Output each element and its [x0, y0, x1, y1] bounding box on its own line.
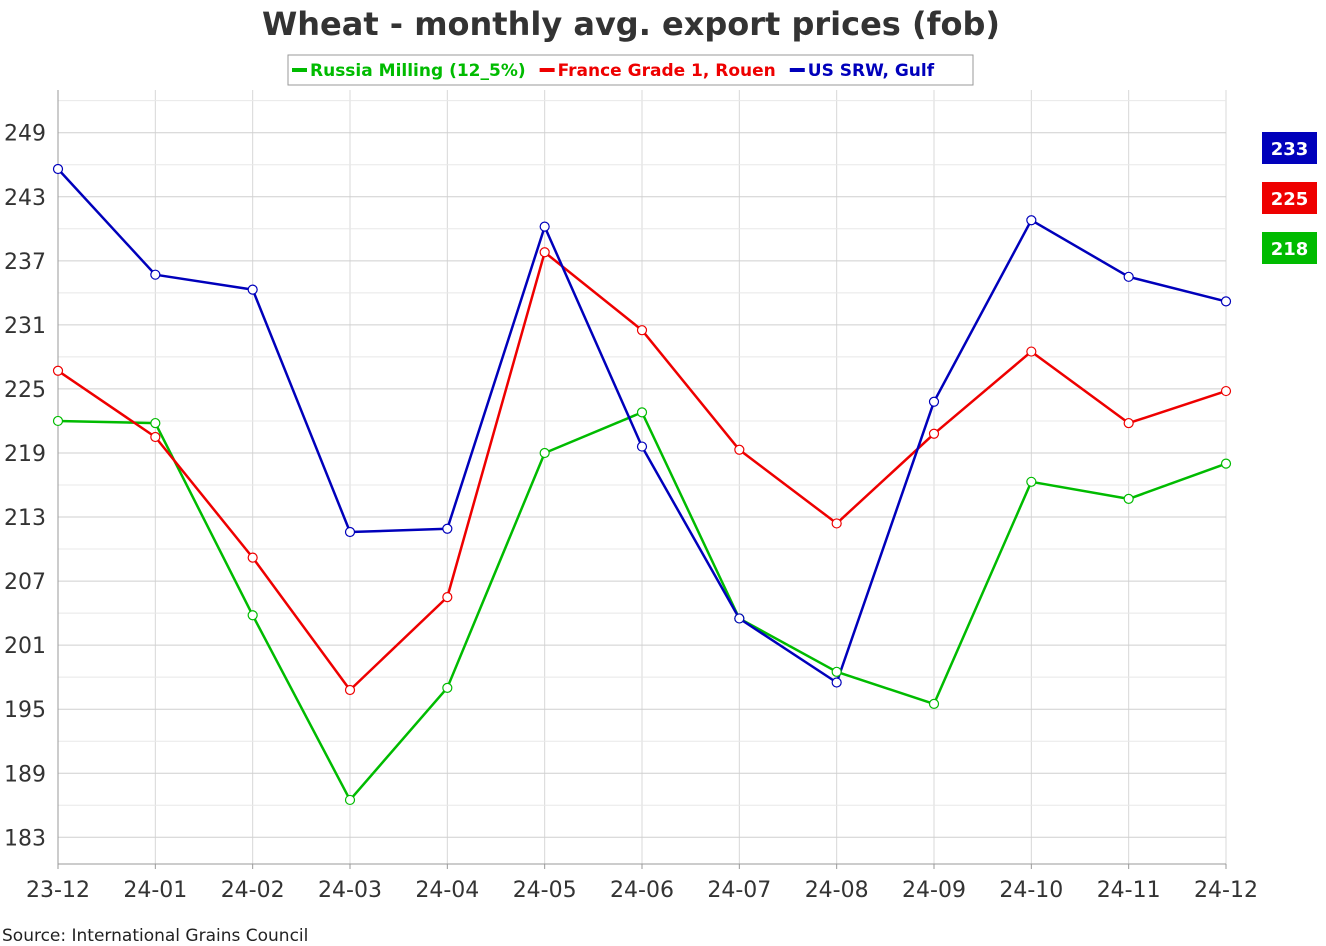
legend: Russia Milling (12_5%) France Grade 1, Ro…	[287, 54, 974, 86]
data-point	[1123, 417, 1134, 429]
y-tick-label: 201	[4, 634, 46, 659]
data-point	[636, 407, 648, 418]
data-point	[734, 444, 745, 455]
legend-swatch	[292, 68, 307, 72]
data-point	[928, 698, 940, 709]
legend-swatch	[539, 68, 555, 72]
data-point	[52, 365, 64, 376]
end-value-text: 225	[1271, 189, 1309, 210]
data-point	[442, 523, 453, 534]
x-tick-label: 24-06	[610, 878, 674, 903]
y-tick-label: 189	[4, 762, 46, 787]
data-point	[344, 794, 356, 806]
chart-title: Wheat - monthly avg. export prices (fob)	[262, 5, 1000, 43]
data-point	[831, 666, 842, 677]
data-point	[150, 417, 161, 429]
data-point	[636, 441, 648, 452]
x-tick-label: 24-07	[707, 878, 771, 903]
data-point	[1220, 458, 1232, 469]
y-tick-label: 219	[4, 442, 46, 467]
data-point	[1026, 346, 1037, 357]
y-tick-label: 231	[4, 314, 46, 339]
y-tick-label: 213	[4, 506, 46, 531]
data-point	[1123, 271, 1134, 282]
data-point	[52, 163, 64, 175]
data-point	[247, 552, 258, 563]
legend-label: Russia Milling (12_5%)	[310, 61, 526, 81]
x-tick-label: 24-04	[415, 878, 479, 903]
data-point	[539, 447, 550, 459]
x-tick-label: 24-08	[805, 878, 869, 903]
y-tick-label: 243	[4, 186, 46, 211]
end-value-text: 233	[1271, 139, 1309, 160]
legend-swatch	[789, 68, 805, 72]
data-point	[344, 684, 356, 696]
data-point	[344, 526, 356, 538]
y-tick-label: 207	[4, 570, 46, 595]
data-point	[928, 428, 940, 439]
x-tick-label: 24-02	[221, 878, 285, 903]
end-value-label	[1262, 232, 1317, 264]
x-tick-label: 24-12	[1194, 878, 1258, 903]
x-tick-label: 24-03	[318, 878, 382, 903]
data-point	[928, 396, 940, 407]
data-point	[734, 613, 745, 624]
data-point	[539, 221, 550, 232]
y-tick-label: 249	[4, 122, 46, 147]
y-tick-label: 195	[4, 698, 46, 723]
data-point	[1220, 296, 1232, 307]
x-tick-label: 24-11	[1097, 878, 1161, 903]
data-point	[150, 269, 161, 280]
data-point	[1026, 476, 1037, 487]
data-point	[1026, 215, 1037, 226]
x-tick-label: 23-12	[26, 878, 90, 903]
end-value-text: 218	[1271, 239, 1309, 260]
data-point	[442, 592, 453, 603]
data-point	[831, 518, 842, 529]
data-point	[1123, 493, 1134, 504]
y-tick-label: 237	[4, 250, 46, 275]
data-point	[636, 325, 648, 336]
data-point	[52, 415, 64, 427]
data-point	[442, 682, 453, 693]
legend-box	[287, 54, 974, 86]
data-point	[831, 677, 842, 688]
y-tick-label: 225	[4, 378, 46, 403]
legend-label: US SRW, Gulf	[808, 61, 935, 81]
x-tick-label: 24-09	[902, 878, 966, 903]
data-point	[539, 247, 550, 258]
x-tick-label: 24-10	[999, 878, 1063, 903]
data-point	[247, 610, 258, 621]
x-tick-label: 24-05	[513, 878, 577, 903]
y-tick-label: 183	[4, 826, 46, 851]
legend-label: France Grade 1, Rouen	[558, 61, 776, 81]
source-note: Source: International Grains Council	[2, 926, 308, 946]
end-value-label	[1262, 182, 1317, 214]
end-value-label	[1262, 132, 1317, 164]
data-point	[150, 431, 161, 443]
data-point	[247, 284, 258, 295]
x-tick-label: 24-01	[123, 878, 187, 903]
data-point	[1220, 385, 1232, 397]
